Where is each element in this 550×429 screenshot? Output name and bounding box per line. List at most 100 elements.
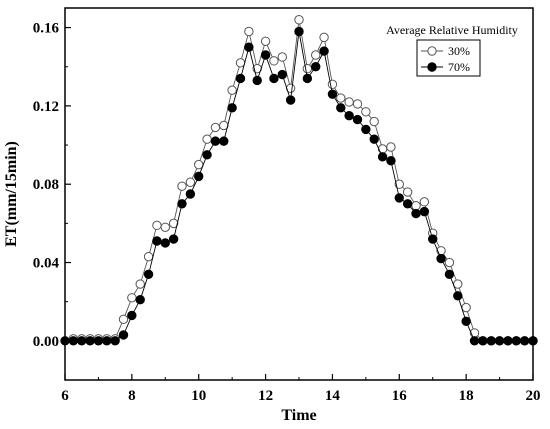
data-point: [377, 144, 388, 154]
data-point: [319, 46, 329, 56]
data-point: [235, 58, 246, 68]
data-point: [143, 269, 154, 279]
data-point: [118, 330, 129, 340]
data-point: [269, 56, 279, 66]
data-point: [444, 257, 455, 268]
data-point: [352, 99, 363, 109]
data-point: [394, 179, 404, 189]
data-point: [336, 103, 346, 113]
data-point: [152, 236, 162, 246]
data-point: [177, 199, 187, 209]
legend-title: Average Relative Humidity: [386, 23, 518, 37]
data-point: [444, 269, 455, 279]
data-point: [118, 314, 129, 325]
y-tick-label: 0.04: [33, 256, 60, 272]
data-point: [377, 152, 388, 162]
data-point: [93, 336, 104, 346]
data-point: [227, 85, 237, 95]
data-point: [486, 336, 496, 346]
data-point: [327, 89, 338, 99]
data-point: [302, 63, 313, 74]
data-point: [252, 75, 262, 86]
data-point: [361, 124, 371, 135]
data-point: [202, 150, 212, 160]
data-point: [185, 189, 196, 199]
data-point: [461, 316, 471, 326]
data-point: [294, 26, 304, 37]
legend-label: 30%: [448, 44, 470, 58]
x-axis-title: Time: [281, 407, 316, 424]
data-point: [419, 197, 430, 207]
data-point: [168, 234, 179, 244]
legend: Average Relative Humidity 30% 70%: [386, 23, 518, 77]
data-point: [135, 295, 145, 305]
data-point: [185, 177, 196, 187]
legend-marker: [427, 62, 437, 72]
data-point: [177, 181, 187, 191]
data-point: [260, 50, 271, 60]
data-point: [428, 234, 438, 244]
data-point: [85, 336, 95, 346]
y-tick-label: 0.12: [33, 99, 59, 115]
data-point: [336, 93, 346, 103]
data-point: [160, 238, 170, 248]
x-tick-label: 6: [61, 388, 69, 404]
data-point: [419, 206, 430, 217]
data-point: [269, 73, 279, 84]
x-tick-label: 8: [128, 388, 136, 404]
legend-box: [416, 39, 481, 77]
data-point: [411, 201, 421, 211]
data-point: [285, 95, 296, 105]
data-point: [361, 107, 371, 117]
data-point: [168, 218, 179, 229]
data-point: [394, 193, 404, 203]
data-point: [461, 302, 471, 313]
x-tick-label: 20: [526, 388, 541, 404]
data-point: [352, 114, 363, 125]
data-point: [311, 62, 321, 72]
data-point: [402, 187, 413, 197]
legend-marker: [427, 46, 437, 56]
x-tick-label: 18: [459, 388, 474, 404]
data-point: [302, 73, 313, 84]
data-point: [344, 110, 354, 121]
data-point: [244, 26, 254, 37]
data-point: [478, 336, 488, 346]
legend-label: 70%: [448, 60, 470, 74]
axis-ticks: 6 8 10 12 14 16 18 20 0.00 0.04 0.08 0.12 0.16: [33, 21, 541, 404]
data-point: [127, 293, 137, 303]
data-point: [294, 15, 304, 25]
data-point: [152, 220, 162, 231]
data-point: [219, 136, 229, 146]
data-point: [503, 336, 513, 346]
x-tick-label: 10: [191, 388, 206, 404]
series-2: [60, 26, 538, 346]
data-point: [235, 73, 246, 84]
series-line: [65, 31, 533, 342]
data-point: [519, 336, 530, 346]
data-point: [110, 336, 120, 346]
x-tick-label: 14: [325, 388, 341, 404]
data-point: [402, 199, 413, 209]
data-point: [327, 79, 338, 90]
data-point: [436, 253, 446, 264]
data-point: [77, 336, 87, 346]
data-point: [453, 291, 463, 301]
data-point: [277, 69, 287, 80]
y-tick-label: 0.08: [33, 177, 59, 193]
data-point: [143, 251, 154, 262]
data-point: [511, 336, 521, 346]
data-point: [160, 222, 170, 232]
data-point: [244, 42, 254, 52]
data-point: [369, 134, 379, 144]
y-tick-label: 0.00: [33, 334, 59, 350]
data-point: [194, 171, 204, 182]
data-point: [227, 103, 237, 113]
data-point: [210, 136, 221, 146]
data-point: [369, 116, 379, 127]
data-point: [411, 208, 421, 219]
data-point: [469, 336, 480, 346]
data-point: [344, 97, 354, 107]
x-tick-label: 16: [392, 388, 408, 404]
